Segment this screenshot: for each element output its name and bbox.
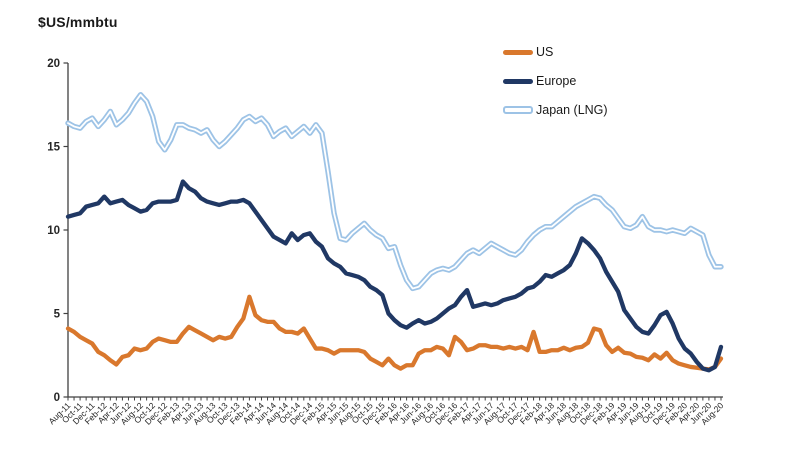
legend: US Europe Japan (LNG) xyxy=(503,42,608,129)
legend-swatch-us xyxy=(503,49,533,55)
y-tick-label: 10 xyxy=(47,225,60,237)
line-japan-lng- xyxy=(65,92,724,292)
legend-label-japan: Japan (LNG) xyxy=(536,103,608,117)
legend-label-us: US xyxy=(536,45,554,59)
legend-item-europe: Europe xyxy=(503,71,608,91)
legend-swatch-europe xyxy=(503,78,533,84)
line-core-japan xyxy=(67,93,722,290)
legend-swatch-japan xyxy=(503,106,533,114)
axes xyxy=(67,63,723,398)
chart-title: $US/mmbtu xyxy=(38,14,118,30)
y-tick-label: 5 xyxy=(54,309,61,321)
y-tick-label: 20 xyxy=(47,58,60,70)
x-axis-ticks: Aug-11Oct-11Dec-11Feb-12Apr-12Jun-12Aug-… xyxy=(46,397,726,427)
y-axis-ticks: 0 5 10 15 20 xyxy=(47,58,68,404)
legend-item-japan: Japan (LNG) xyxy=(503,100,608,120)
line-us xyxy=(65,294,724,372)
axis-lines xyxy=(67,63,723,398)
y-tick-label: 15 xyxy=(47,142,60,154)
legend-item-us: US xyxy=(503,42,608,62)
legend-label-europe: Europe xyxy=(536,74,577,88)
y-tick-label: 0 xyxy=(54,392,60,404)
series-lines xyxy=(65,92,724,373)
line-europe xyxy=(65,179,724,373)
